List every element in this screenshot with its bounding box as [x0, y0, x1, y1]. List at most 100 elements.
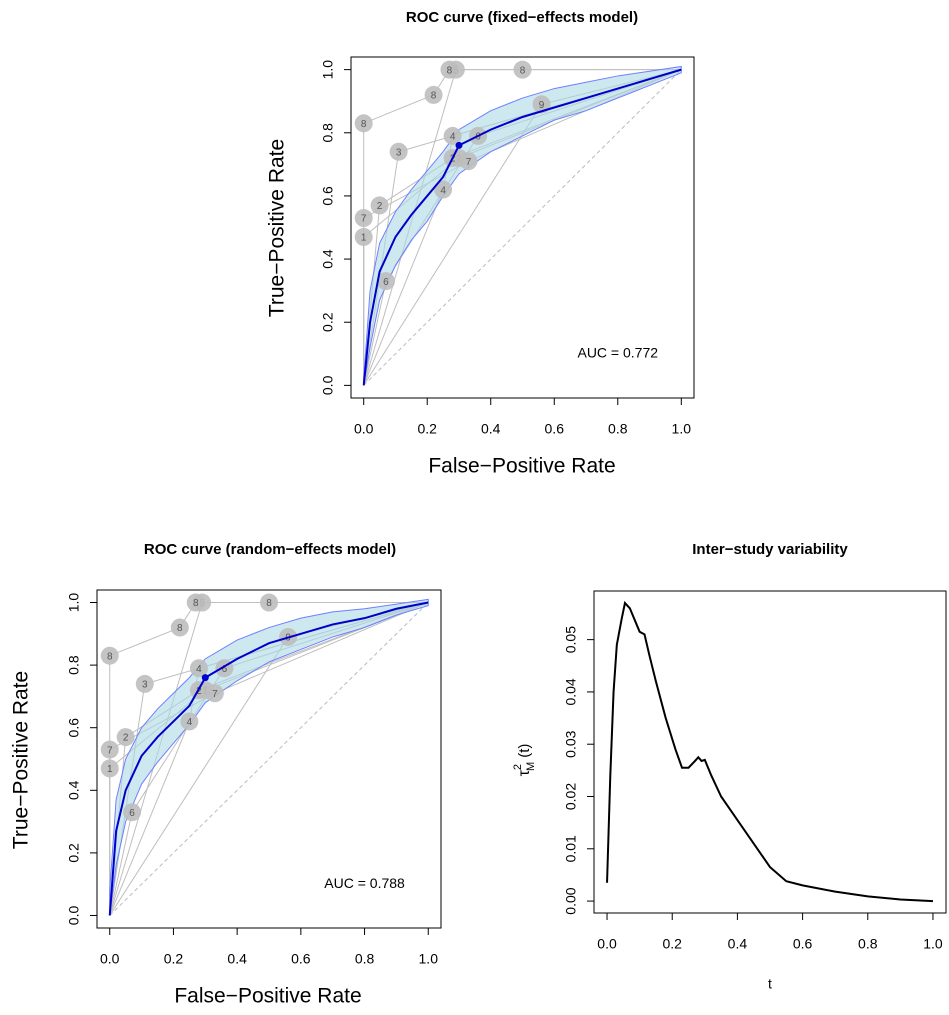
study-point — [440, 60, 459, 79]
x-tick-label: 0.2 — [417, 421, 437, 437]
symbol: τ — [516, 769, 533, 776]
study-label: 8 — [447, 65, 453, 76]
study-point — [532, 95, 551, 114]
chance-line — [363, 69, 682, 386]
study-point — [260, 593, 278, 612]
study-label: 9 — [539, 100, 545, 111]
x-tick-label: 0.6 — [291, 951, 311, 967]
x-tick-label: 1.0 — [923, 936, 943, 952]
confidence-band — [109, 598, 429, 916]
y-tick-label: 0.03 — [563, 730, 579, 757]
suffix: (t) — [516, 744, 533, 758]
y-tick-label: 0.2 — [66, 843, 82, 863]
study-line — [109, 602, 429, 916]
study-point — [100, 740, 119, 759]
study-label: 6 — [383, 277, 389, 288]
chart-title: ROC curve (fixed−effects model) — [406, 9, 638, 26]
x-tick-label: 1.0 — [419, 951, 439, 967]
study-point — [354, 209, 373, 228]
superscript: 2 — [512, 764, 524, 770]
study-label: 8 — [177, 623, 183, 634]
y-tick-label: 0.0 — [66, 906, 82, 926]
y-axis-label: τ2M (t) — [512, 744, 537, 777]
study-point — [116, 728, 135, 747]
summary-point — [201, 674, 209, 682]
study-point — [424, 85, 443, 104]
study-line — [363, 69, 682, 386]
y-tick-label: 0.04 — [563, 678, 579, 705]
study-label: 6 — [475, 132, 481, 143]
study-point — [205, 684, 224, 703]
y-tick-label: 0.00 — [563, 887, 579, 914]
study-label: 6 — [222, 664, 228, 675]
study-point — [370, 196, 389, 215]
study-label: 4 — [187, 717, 193, 728]
x-axis-label: False−Positive Rate — [428, 455, 615, 478]
x-tick-label: 0.6 — [793, 936, 813, 952]
chance-line — [109, 602, 429, 916]
y-axis-label: True−Positive Rate — [10, 671, 33, 849]
y-tick-label: 0.2 — [320, 312, 336, 332]
study-point — [434, 180, 453, 199]
study-label: 2 — [123, 733, 129, 744]
x-tick-label: 0.0 — [354, 421, 374, 437]
study-point — [100, 759, 119, 778]
x-tick-label: 0.4 — [728, 936, 748, 952]
study-label: 4 — [450, 132, 456, 143]
y-axis-label: True−Positive Rate — [266, 139, 289, 317]
x-tick-label: 0.0 — [597, 936, 617, 952]
x-tick-label: 0.8 — [858, 936, 878, 952]
study-label: 4 — [196, 664, 202, 675]
study-label: 7 — [107, 745, 113, 756]
study-point — [443, 126, 462, 145]
confidence-band — [363, 65, 682, 386]
x-axis-label: False−Positive Rate — [174, 985, 361, 1008]
study-label: 8 — [431, 91, 437, 102]
variability-line — [606, 600, 934, 903]
y-tick-label: 0.8 — [320, 123, 336, 143]
study-point — [354, 227, 373, 246]
x-tick-label: 0.2 — [662, 936, 682, 952]
y-tick-label: 0.02 — [563, 783, 579, 810]
study-point — [135, 674, 154, 693]
chart-title: Inter−study variability — [692, 541, 848, 558]
auc-annotation: AUC = 0.772 — [577, 344, 658, 360]
study-label: 1 — [107, 764, 113, 775]
plot-box — [350, 56, 695, 399]
x-tick-label: 0.4 — [481, 421, 501, 437]
study-label: 7 — [361, 214, 367, 225]
y-tick-label: 0.0 — [320, 375, 336, 395]
study-label: 7 — [212, 689, 218, 700]
study-point — [376, 272, 395, 291]
study-label: 8 — [107, 651, 113, 662]
y-tick-label: 1.0 — [320, 60, 336, 80]
y-tick-label: 1.0 — [66, 593, 82, 613]
study-label: 3 — [142, 680, 148, 691]
x-tick-label: 0.8 — [608, 421, 628, 437]
x-tick-label: 1.0 — [672, 421, 692, 437]
y-tick-label: 0.05 — [563, 626, 579, 653]
study-point — [186, 593, 205, 612]
plot-box — [593, 590, 947, 914]
plot-box — [96, 589, 442, 929]
x-tick-label: 0.4 — [227, 951, 247, 967]
study-point — [100, 646, 119, 665]
study-point — [170, 618, 189, 637]
x-tick-label: 0.2 — [164, 951, 184, 967]
study-label: 1 — [361, 233, 367, 244]
subscript: M — [525, 762, 537, 771]
study-point — [189, 659, 208, 678]
study-label: 8 — [266, 598, 272, 609]
y-tick-label: 0.4 — [66, 780, 82, 800]
x-tick-label: 0.8 — [355, 951, 375, 967]
auc-annotation: AUC = 0.788 — [324, 875, 405, 891]
study-label: 8 — [193, 598, 199, 609]
y-tick-label: 0.6 — [320, 186, 336, 206]
study-point — [389, 142, 408, 161]
study-label: 8 — [361, 119, 367, 130]
study-point — [513, 60, 532, 79]
chart-title: ROC curve (random−effects model) — [144, 541, 396, 558]
study-point — [459, 152, 478, 171]
study-label: 7 — [466, 157, 472, 168]
